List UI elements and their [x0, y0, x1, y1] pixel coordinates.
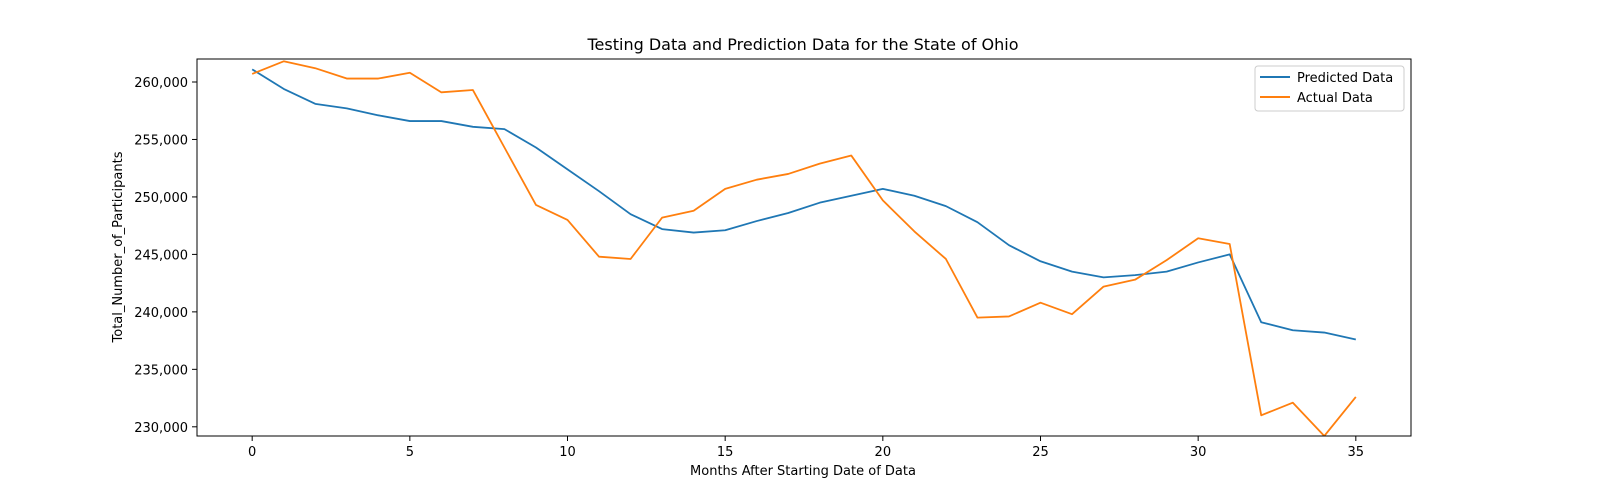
- legend-label-predicted: Predicted Data: [1297, 71, 1393, 86]
- y-tick-label: 230,000: [134, 421, 188, 436]
- y-tick-label: 240,000: [134, 306, 188, 321]
- x-tick-label: 0: [248, 445, 256, 460]
- x-tick-label: 25: [1032, 445, 1049, 460]
- legend: Predicted Data Actual Data: [1254, 65, 1405, 112]
- x-axis-label: Months After Starting Date of Data: [690, 464, 916, 479]
- x-axis: 0 5 10 15 20 25 30 35: [248, 436, 1364, 460]
- y-axis-label: Total_Number_of_Participants: [111, 151, 126, 343]
- y-tick-label: 250,000: [134, 191, 188, 206]
- y-axis: 230,000 235,000 240,000 245,000 250,000 255,0…: [134, 76, 197, 436]
- series-line-actual-data: [251, 60, 1357, 436]
- chart-title: Testing Data and Prediction Data for the…: [586, 35, 1018, 54]
- x-tick-label: 10: [559, 445, 576, 460]
- x-tick-label: 20: [875, 445, 892, 460]
- y-tick-label: 235,000: [134, 363, 188, 378]
- x-tick-label: 15: [717, 445, 734, 460]
- legend-label-actual: Actual Data: [1297, 91, 1373, 106]
- plot-frame: [196, 58, 1412, 437]
- x-tick-label: 30: [1190, 445, 1207, 460]
- x-tick-label: 5: [406, 445, 414, 460]
- y-tick-label: 260,000: [134, 76, 188, 91]
- legend-frame: [1254, 65, 1405, 112]
- y-tick-label: 255,000: [134, 133, 188, 148]
- plot-area: [251, 60, 1357, 436]
- y-tick-label: 245,000: [134, 248, 188, 263]
- x-tick-label: 35: [1348, 445, 1365, 460]
- series-line-predicted-data: [251, 68, 1357, 341]
